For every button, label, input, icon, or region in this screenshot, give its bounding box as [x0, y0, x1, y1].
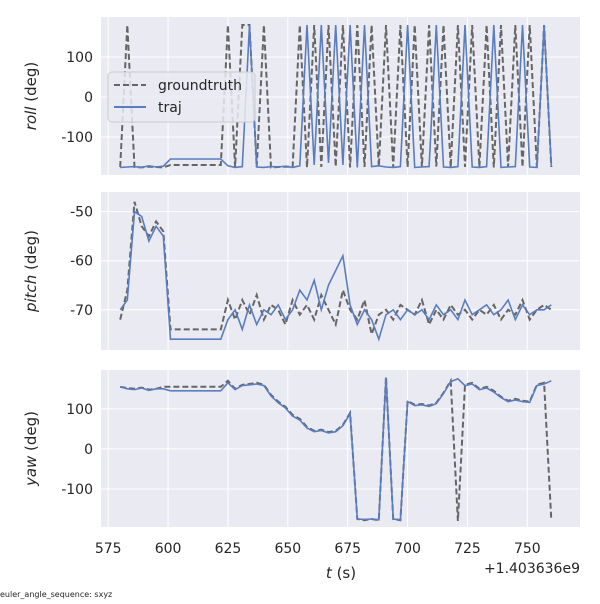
traj-line	[119, 377, 552, 521]
x-tick-label: 650	[274, 541, 301, 557]
y-tick-label: 100	[66, 50, 93, 66]
y-axis-label-var: yaw	[22, 451, 40, 487]
traj-line	[119, 210, 552, 342]
legend-traj-label: traj	[158, 100, 182, 116]
y-tick-label: -60	[70, 254, 93, 270]
x-axis-label-var: t	[326, 564, 337, 582]
y-tick-label: -100	[61, 130, 93, 146]
legend: groundtruth traj	[107, 71, 256, 123]
footnote: euler_angle_sequence: sxyz	[0, 590, 112, 599]
panel-pitch: -50 -60 -70 pitch (deg)	[22, 192, 580, 350]
panel-roll: 100 0 -100 roll (deg) groundtruth traj	[22, 17, 580, 175]
y-tick-label: 100	[66, 402, 93, 418]
y-tick-label: 0	[84, 442, 93, 458]
y-axis-label: yaw (deg)	[22, 411, 40, 487]
x-tick-label: 625	[215, 541, 242, 557]
y-axis-label: roll (deg)	[22, 62, 40, 130]
y-tick-label: -100	[61, 482, 93, 498]
y-tick-label: -70	[70, 303, 93, 319]
plot-area	[101, 192, 580, 350]
y-axis-label-unit: (deg)	[22, 230, 40, 270]
y-tick-label: -50	[70, 205, 93, 221]
x-tick-label: 600	[155, 541, 182, 557]
traj-line	[120, 24, 553, 169]
x-offset-label: +1.403636e9	[484, 561, 580, 577]
y-axis-label-var: roll	[22, 102, 40, 130]
y-axis-label-var: pitch	[22, 270, 40, 313]
groundtruth-line	[119, 24, 553, 169]
x-axis-label: t (s)	[326, 564, 356, 582]
x-tick-label: 700	[394, 541, 421, 557]
y-axis-label-unit: (deg)	[22, 411, 40, 451]
x-tick-label: 750	[514, 541, 541, 557]
x-tick-label: 575	[95, 541, 122, 557]
x-tick-label: 675	[334, 541, 361, 557]
groundtruth-line	[119, 201, 552, 338]
y-axis-label-unit: (deg)	[22, 62, 40, 102]
y-axis-label: pitch (deg)	[22, 230, 40, 313]
y-tick-label: 0	[84, 90, 93, 106]
x-axis-label-unit: (s)	[337, 564, 357, 582]
legend-groundtruth-label: groundtruth	[158, 78, 242, 94]
x-tick-label: 725	[454, 541, 481, 557]
panel-yaw: 100 0 -100 yaw (deg)	[22, 370, 580, 527]
